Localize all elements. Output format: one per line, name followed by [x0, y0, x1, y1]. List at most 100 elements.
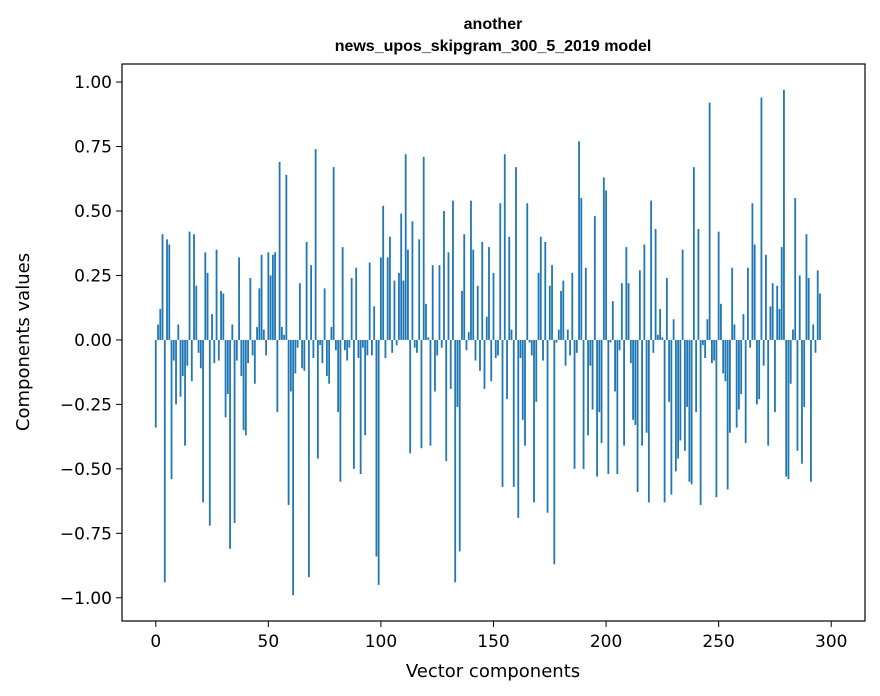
bar — [168, 244, 171, 340]
bar — [641, 339, 643, 446]
bar — [190, 339, 193, 382]
bar — [359, 339, 362, 475]
bar — [380, 257, 382, 340]
bar — [386, 257, 389, 340]
bar — [546, 339, 549, 513]
bar — [393, 280, 396, 340]
bar — [724, 339, 727, 382]
bar — [341, 247, 344, 340]
bar — [589, 339, 592, 366]
bar — [447, 252, 450, 340]
bar — [708, 102, 711, 340]
bar — [364, 339, 367, 436]
bar — [391, 339, 394, 353]
bar — [629, 339, 632, 364]
bar — [249, 278, 252, 340]
bar — [283, 334, 286, 340]
bar — [663, 339, 666, 503]
chart-title-line-2: news_upos_skipgram_300_5_2019 model — [335, 38, 652, 55]
bar — [661, 337, 664, 340]
x-axis-ticks: 0 50 100 150 200 250 300 — [150, 621, 847, 652]
bar — [765, 254, 767, 340]
bar — [609, 339, 612, 343]
bar — [551, 265, 553, 340]
bar — [422, 156, 425, 340]
bar — [620, 283, 623, 340]
y-tick-label: −0.25 — [60, 395, 112, 415]
bar — [193, 234, 195, 340]
bar — [548, 285, 551, 340]
bar — [332, 167, 335, 340]
bar — [638, 270, 641, 340]
bar — [760, 97, 763, 340]
bar — [233, 339, 236, 524]
bar — [260, 254, 263, 340]
bar — [537, 272, 540, 340]
bar — [454, 339, 457, 583]
bar — [562, 280, 565, 340]
bar — [425, 303, 427, 340]
bar — [668, 339, 671, 402]
bar — [560, 290, 562, 340]
bar — [566, 329, 569, 340]
bar — [413, 339, 416, 348]
bar — [215, 249, 218, 340]
bar — [767, 339, 770, 446]
bar — [301, 339, 304, 369]
bar — [688, 339, 691, 482]
bar — [431, 265, 434, 340]
y-tick-label: 0.00 — [74, 331, 112, 351]
y-tick-label: 0.75 — [74, 138, 112, 158]
bar — [632, 339, 634, 420]
bar — [778, 308, 781, 340]
bar — [166, 239, 168, 340]
bar — [681, 249, 684, 340]
bar — [483, 339, 486, 389]
bar — [494, 339, 497, 358]
bar — [515, 167, 517, 340]
bar — [440, 339, 443, 348]
bar — [647, 339, 650, 503]
bar — [607, 339, 610, 475]
bar — [208, 339, 211, 526]
bar — [463, 234, 466, 340]
bar — [285, 174, 288, 340]
bar — [771, 283, 774, 340]
bar — [686, 339, 689, 407]
bar — [690, 339, 693, 485]
bar — [307, 339, 310, 578]
bar — [416, 339, 418, 353]
bar — [789, 339, 792, 384]
bar — [508, 236, 511, 340]
bar — [692, 167, 695, 340]
bar — [377, 339, 380, 585]
y-tick-label: −0.50 — [60, 460, 112, 480]
bar — [269, 275, 272, 340]
bar — [170, 339, 173, 480]
bar — [276, 339, 279, 413]
bar — [524, 339, 526, 446]
bar — [503, 154, 506, 340]
bar — [314, 149, 317, 340]
bar — [625, 247, 628, 340]
bar — [310, 265, 313, 340]
bar — [157, 324, 159, 340]
y-tick-label: 0.50 — [74, 202, 112, 222]
bar — [578, 141, 580, 340]
bar — [296, 339, 299, 348]
bar — [517, 339, 520, 518]
bar — [780, 247, 783, 340]
bar — [571, 272, 574, 340]
bar — [596, 339, 598, 477]
bar — [382, 205, 385, 340]
bar — [398, 272, 400, 340]
bar — [584, 267, 587, 340]
bar — [181, 339, 184, 377]
bar — [220, 290, 222, 340]
bar — [202, 339, 204, 503]
bar — [373, 306, 376, 340]
bar — [217, 339, 220, 361]
bar — [211, 314, 213, 340]
bar — [785, 339, 788, 477]
